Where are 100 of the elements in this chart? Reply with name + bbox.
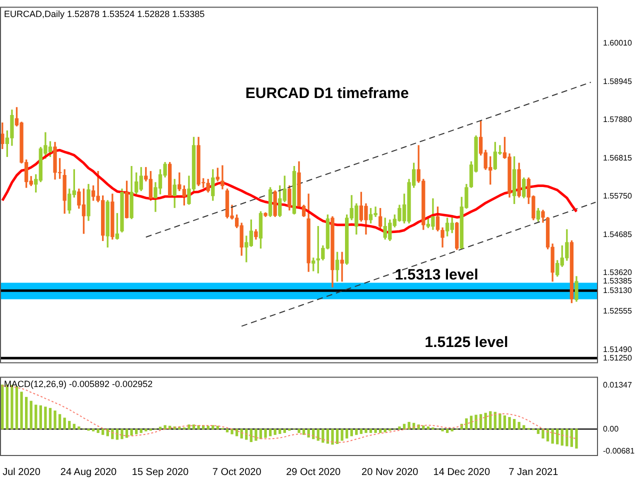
bar (96, 428, 100, 433)
y-tick-label: -0.00681 (603, 446, 636, 456)
bar (212, 425, 214, 430)
y-tick-label: 1.57880 (603, 115, 632, 124)
bar (512, 418, 516, 430)
bar (20, 392, 23, 430)
bar (536, 428, 540, 434)
bar (302, 428, 306, 435)
bar (68, 420, 71, 430)
bar (30, 400, 32, 430)
bar (230, 428, 234, 434)
bar (556, 428, 559, 444)
y-tick-label: 1.53130 (603, 286, 632, 295)
bar (402, 424, 406, 430)
x-tick-label: 20 Nov 2020 (362, 466, 419, 478)
y-tick-label: 1.53385 (603, 276, 632, 286)
bar (268, 428, 272, 436)
bar (355, 428, 358, 435)
bar (551, 428, 554, 444)
bar (489, 411, 492, 430)
bar (340, 428, 344, 441)
bar (34, 404, 38, 430)
bar (484, 412, 487, 430)
bar (331, 428, 334, 445)
bar (522, 425, 526, 430)
bar (44, 406, 47, 430)
bar (470, 416, 473, 430)
bar (298, 428, 300, 433)
bar (1, 384, 4, 430)
bar (322, 428, 324, 443)
y-tick-label: 1.55750 (603, 192, 632, 201)
chart-title: EURCAD,Daily 1.52878 1.53524 1.52828 1.53385 (4, 8, 205, 19)
bar (278, 428, 282, 434)
y-tick-label: 1.60010 (603, 38, 632, 48)
bar (508, 417, 511, 430)
bar (125, 428, 128, 438)
bar (360, 428, 363, 434)
bar (498, 413, 502, 430)
bar (350, 428, 353, 436)
bar (254, 428, 258, 441)
annotation: EURCAD D1 timeframe (245, 84, 409, 102)
bar (546, 428, 550, 442)
x-tick-label: 15 Sep 2020 (132, 466, 190, 478)
bar (130, 428, 133, 436)
bar (560, 428, 564, 446)
bar (465, 418, 468, 430)
bar (235, 428, 238, 436)
bar (144, 428, 148, 432)
bar (116, 428, 119, 440)
y-tick-label: 1.58945 (603, 76, 632, 86)
bar (102, 428, 104, 435)
bar (570, 428, 574, 447)
bar (78, 426, 80, 430)
bar (379, 428, 382, 433)
bar (48, 408, 52, 430)
bar (72, 424, 76, 430)
bar (240, 428, 243, 438)
bar (446, 428, 449, 433)
bar (575, 428, 578, 449)
bar (422, 425, 425, 430)
bar (106, 428, 109, 436)
bar (450, 428, 454, 432)
bar (274, 428, 276, 435)
bar (245, 428, 248, 440)
y-tick-label: 1.51490 (603, 344, 632, 354)
bar (384, 428, 386, 432)
bar (264, 428, 267, 438)
bar (58, 414, 62, 430)
bar (479, 414, 482, 430)
y-tick-label: 1.54685 (603, 230, 632, 239)
bar (346, 428, 348, 438)
x-tick-label: 7 Jan 2021 (508, 466, 559, 478)
bar (474, 414, 478, 430)
bar (120, 428, 124, 440)
bar (92, 428, 95, 432)
bar (369, 428, 372, 433)
bar (140, 428, 142, 433)
bar (426, 426, 430, 430)
x-tick-label: 7 Oct 2020 (212, 466, 262, 478)
candlestick (220, 165, 224, 190)
bar (39, 405, 42, 430)
bar (566, 428, 568, 446)
x-tick-label: 29 Oct 2020 (286, 466, 342, 478)
y-tick-label: 1.53620 (603, 268, 632, 278)
y-tick-label: 1.52555 (603, 306, 632, 316)
bar (192, 424, 196, 430)
bar (206, 426, 210, 430)
bar (135, 428, 138, 434)
ref-line-label: 1.5125 level (424, 334, 508, 351)
bar (250, 428, 252, 442)
bar (364, 428, 368, 433)
bar (374, 428, 377, 433)
chart-title: MACD(12,26,9) -0.005892 -0.002952 (4, 378, 153, 389)
bar (316, 428, 320, 441)
bar (542, 428, 544, 438)
bar (283, 428, 286, 433)
bar (63, 418, 66, 430)
x-tick-label: Jul 2020 (2, 466, 41, 478)
bar (24, 396, 28, 430)
x-tick-label: 14 Dec 2020 (433, 466, 490, 478)
